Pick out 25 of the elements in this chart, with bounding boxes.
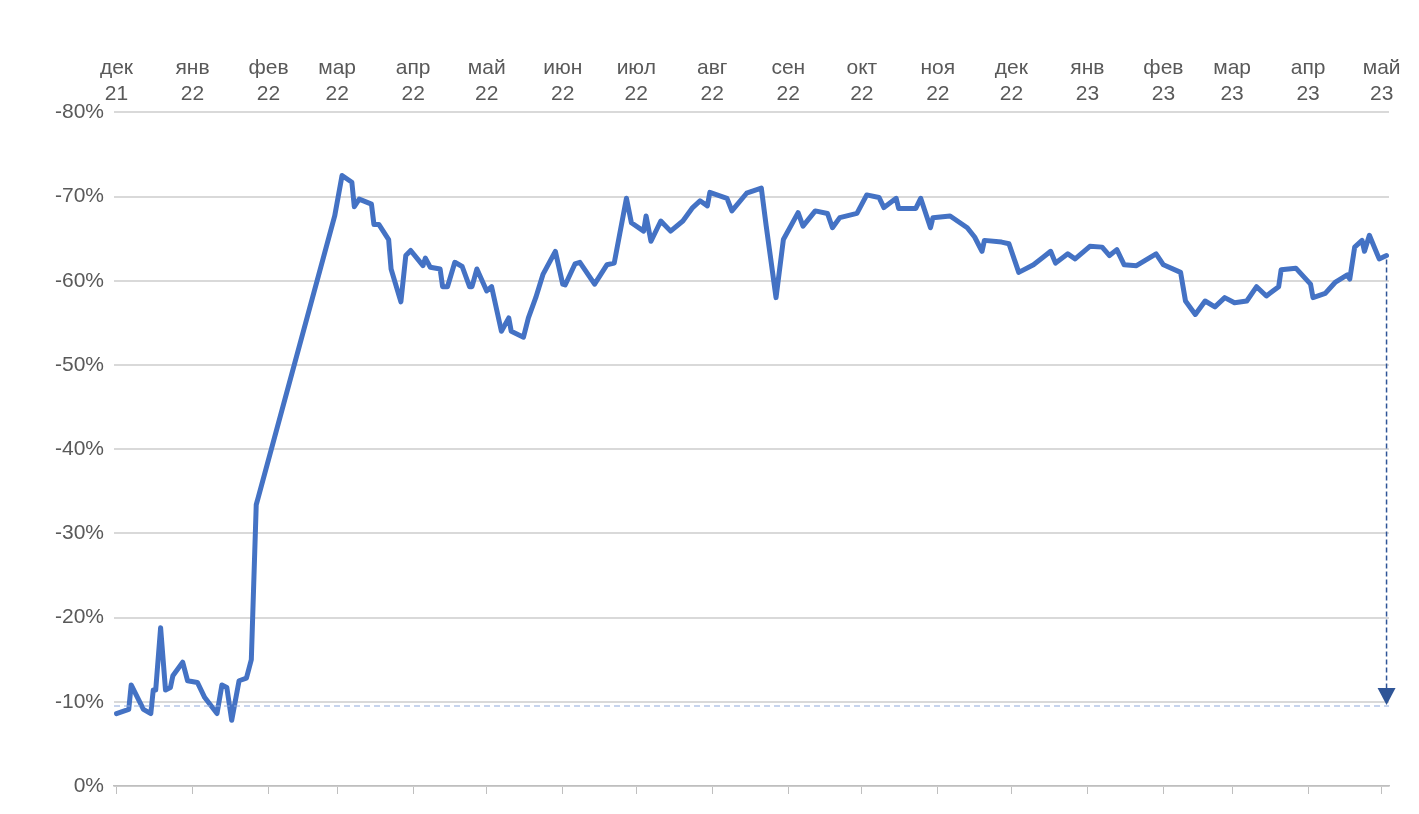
x-tick-label: июл 22 — [616, 55, 656, 104]
y-tick-label: -30% — [54, 520, 105, 544]
x-tick-label: мар 23 — [1213, 55, 1251, 104]
y-tick-label: 0% — [73, 772, 105, 796]
x-tick-label: дек 22 — [994, 55, 1029, 104]
y-tick-label: -60% — [54, 267, 105, 291]
x-tick-label: окт 22 — [846, 55, 878, 104]
x-tick-label: сен 22 — [771, 55, 806, 104]
y-tick-label: -10% — [54, 688, 105, 712]
x-tick-label: май 23 — [1362, 55, 1401, 104]
x-tick-label: авг 22 — [697, 55, 728, 104]
y-tick-label: -40% — [54, 436, 105, 459]
x-tick-label: мар 22 — [318, 55, 357, 104]
y-tick-label: -20% — [54, 604, 105, 628]
x-tick-label: фев 22 — [248, 55, 289, 104]
x-tick-label: фев 23 — [1143, 55, 1184, 104]
x-tick-label: июн 22 — [543, 55, 583, 104]
y-tick-label: -70% — [54, 183, 105, 207]
x-tick-label: янв 22 — [175, 55, 210, 104]
x-tick-label: янв 23 — [1070, 55, 1105, 104]
x-tick-label: май 22 — [467, 55, 506, 104]
x-tick-label: апр 23 — [1290, 55, 1326, 104]
x-tick-label: апр 22 — [395, 55, 431, 104]
y-tick-label: -50% — [54, 351, 105, 375]
x-tick-label: ноя 22 — [920, 55, 956, 104]
